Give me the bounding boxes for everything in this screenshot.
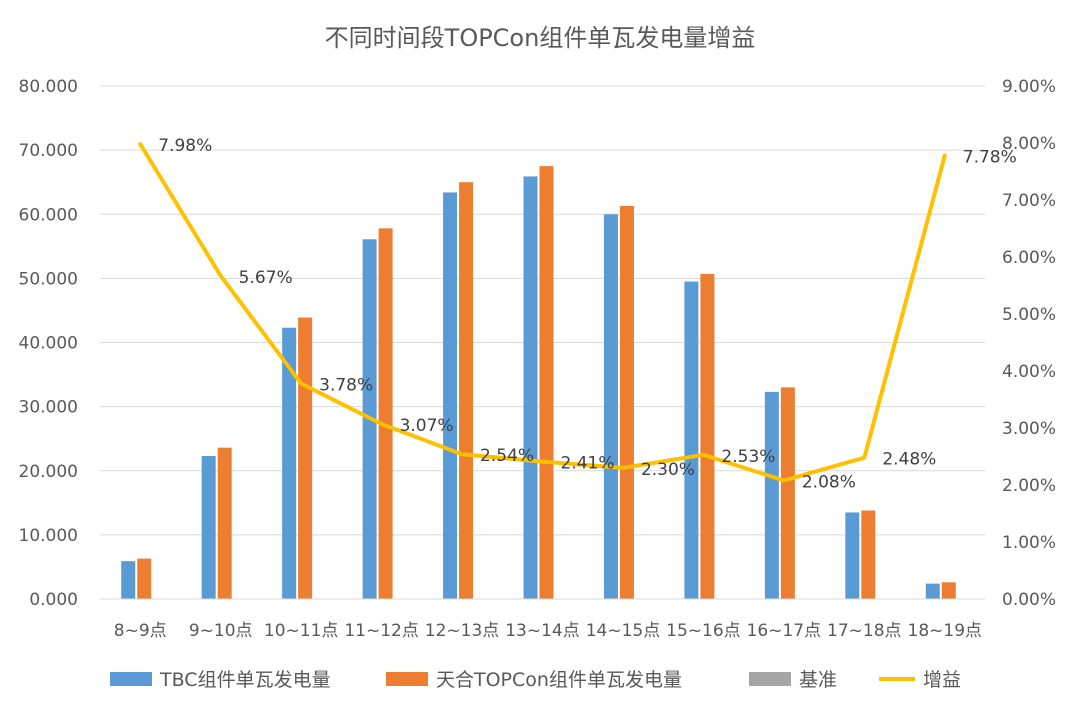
bar bbox=[619, 205, 634, 599]
x-tick-label: 11~12点 bbox=[344, 621, 419, 641]
right-tick-label: 3.00% bbox=[1002, 419, 1056, 439]
x-tick-label: 8~9点 bbox=[114, 621, 167, 641]
bar bbox=[845, 512, 860, 599]
bar bbox=[780, 387, 795, 599]
bar bbox=[523, 176, 538, 599]
x-tick-label: 15~16点 bbox=[666, 621, 741, 641]
bar bbox=[121, 561, 136, 599]
x-tick-label: 16~17点 bbox=[747, 621, 822, 641]
legend-swatch bbox=[386, 672, 428, 686]
bar bbox=[941, 582, 956, 599]
legend-swatch bbox=[110, 672, 152, 686]
bar bbox=[298, 317, 313, 599]
right-axis: 0.00% 1.00% 2.00% 3.00% 4.00% 5.00% 6.00% 7.00%… bbox=[1002, 77, 1056, 610]
right-tick-label: 8.00% bbox=[1002, 134, 1056, 154]
bar bbox=[861, 510, 876, 599]
gain-line bbox=[138, 142, 947, 483]
right-tick-label: 7.00% bbox=[1002, 191, 1056, 211]
left-tick-label: 30.000 bbox=[19, 398, 78, 418]
right-tick-label: 5.00% bbox=[1002, 305, 1056, 325]
x-tick-label: 14~15点 bbox=[586, 621, 661, 641]
bar bbox=[443, 192, 458, 599]
x-axis: 8~9点 9~10点 10~11点 11~12点 12~13点 13~14点 14~15点 1… bbox=[100, 598, 985, 641]
left-tick-label: 40.000 bbox=[19, 334, 78, 354]
gain-data-label: 2.30% bbox=[641, 460, 695, 480]
legend: TBC组件单瓦发电量 天合TOPCon组件单瓦发电量 基准 增益 bbox=[110, 669, 961, 691]
right-tick-label: 2.00% bbox=[1002, 476, 1056, 496]
gain-data-label: 7.78% bbox=[963, 148, 1017, 168]
bar bbox=[764, 391, 779, 599]
bar bbox=[201, 456, 216, 599]
legend-swatch bbox=[749, 672, 791, 686]
legend-label: 增益 bbox=[923, 669, 961, 691]
gain-data-label: 2.08% bbox=[802, 472, 856, 492]
bar bbox=[684, 281, 699, 599]
legend-label: TBC组件单瓦发电量 bbox=[159, 669, 331, 691]
left-axis: 0.000 10.000 20.000 30.000 40.000 50.000 60.00… bbox=[19, 77, 78, 610]
gain-line-series bbox=[138, 142, 947, 483]
x-tick-label: 12~13点 bbox=[425, 621, 500, 641]
left-tick-label: 50.000 bbox=[19, 269, 78, 289]
left-tick-label: 80.000 bbox=[19, 77, 78, 97]
bar bbox=[459, 182, 474, 599]
right-tick-label: 4.00% bbox=[1002, 362, 1056, 382]
bar bbox=[217, 447, 232, 599]
bar bbox=[378, 228, 393, 600]
gain-data-label: 5.67% bbox=[239, 268, 293, 288]
right-tick-label: 0.00% bbox=[1002, 590, 1056, 610]
left-tick-label: 10.000 bbox=[19, 526, 78, 546]
bar bbox=[137, 558, 152, 599]
gain-data-label: 2.53% bbox=[721, 447, 775, 467]
bar bbox=[700, 273, 715, 599]
x-tick-label: 17~18点 bbox=[827, 621, 902, 641]
gain-data-label: 3.07% bbox=[400, 416, 454, 436]
chart-title: 不同时间段TOPCon组件单瓦发电量增益 bbox=[325, 24, 756, 52]
gain-data-label: 2.54% bbox=[480, 446, 534, 466]
x-tick-label: 18~19点 bbox=[908, 621, 983, 641]
left-tick-label: 0.000 bbox=[29, 590, 78, 610]
bar bbox=[282, 327, 297, 599]
right-tick-label: 6.00% bbox=[1002, 248, 1056, 268]
right-tick-label: 1.00% bbox=[1002, 533, 1056, 553]
left-tick-label: 60.000 bbox=[19, 205, 78, 225]
left-tick-label: 20.000 bbox=[19, 462, 78, 482]
legend-label: 天合TOPCon组件单瓦发电量 bbox=[436, 669, 682, 691]
bar bbox=[603, 214, 618, 599]
x-tick-label: 13~14点 bbox=[505, 621, 580, 641]
left-tick-label: 70.000 bbox=[19, 141, 78, 161]
gain-data-label: 2.41% bbox=[561, 454, 615, 474]
data-labels: 7.98% 5.67% 3.78% 3.07% 2.54% 2.41% 2.30% 2.53%… bbox=[158, 136, 1017, 492]
right-tick-label: 9.00% bbox=[1002, 77, 1056, 97]
x-tick-label: 10~11点 bbox=[264, 621, 339, 641]
legend-label: 基准 bbox=[799, 669, 837, 691]
bar bbox=[925, 583, 940, 599]
bar bbox=[539, 166, 554, 599]
gain-data-label: 3.78% bbox=[319, 376, 373, 396]
gain-data-label: 2.48% bbox=[882, 450, 936, 470]
x-tick-label: 9~10点 bbox=[189, 621, 253, 641]
bar-series bbox=[121, 166, 956, 600]
gain-data-label: 7.98% bbox=[158, 136, 212, 156]
